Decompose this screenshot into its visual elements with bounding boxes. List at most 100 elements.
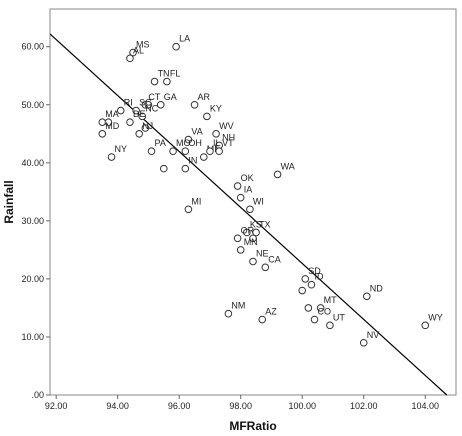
point-label: VT [222, 138, 234, 148]
data-point [181, 147, 190, 156]
data-point [98, 129, 107, 138]
data-point [233, 234, 242, 243]
point-label: LA [179, 34, 190, 44]
data-point [163, 77, 171, 86]
data-point [212, 129, 220, 138]
data-point [184, 205, 193, 214]
data-point [363, 292, 371, 301]
data-point [156, 100, 165, 109]
point-label: AL [133, 45, 144, 55]
y-tick-label: 30.00 [21, 216, 44, 226]
data-point [249, 234, 257, 243]
point-label: KY [210, 103, 222, 113]
point-label: ID [314, 272, 324, 282]
data-point [147, 147, 156, 156]
data-point [184, 135, 193, 144]
point-label: WI [253, 196, 264, 206]
point-label: NC [145, 103, 158, 113]
x-tick-label: 100.00 [288, 401, 316, 411]
data-point [138, 112, 147, 121]
point-label: TX [259, 219, 271, 229]
y-tick-label: 20.00 [21, 274, 44, 284]
data-point [307, 280, 316, 289]
regression-line [49, 33, 448, 396]
x-tick-label: 102.00 [350, 401, 378, 411]
data-point [252, 228, 260, 237]
data-point [150, 77, 159, 86]
data-point [236, 193, 245, 202]
data-point [190, 100, 199, 109]
y-axis-title: Rainfall [2, 180, 16, 223]
point-label: MN [244, 237, 258, 247]
data-point [132, 106, 140, 115]
data-point [203, 112, 211, 121]
point-label: NM [231, 301, 245, 311]
point-label: NV [367, 330, 380, 340]
fit-line-layer [49, 33, 448, 396]
point-label: PA [155, 138, 166, 148]
data-point [233, 182, 242, 190]
point-label: MD [105, 121, 119, 131]
data-point [141, 124, 150, 132]
point-label: MT [324, 295, 337, 305]
point-label: CT [148, 92, 160, 102]
point-label: UT [333, 312, 345, 322]
point-label: CO [318, 307, 332, 317]
y-tick-label: 50.00 [21, 100, 44, 110]
point-label: NH [222, 132, 235, 142]
point-label: WV [219, 121, 234, 131]
point-label: GA [164, 92, 177, 102]
data-point [129, 48, 137, 57]
point-label: MI [191, 196, 201, 206]
point-label: WA [281, 161, 295, 171]
data-point [273, 170, 282, 179]
data-point [236, 246, 245, 254]
point-label: FL [170, 69, 181, 79]
point-label: MA [105, 109, 119, 119]
data-point [126, 118, 134, 126]
data-point [359, 338, 368, 347]
data-point [206, 147, 214, 156]
point-label: SC [139, 98, 152, 108]
data-point [135, 129, 143, 138]
point-label: AR [198, 92, 211, 102]
data-point [243, 228, 251, 237]
point-label: TN [158, 69, 170, 79]
data-point [304, 304, 313, 312]
data-point [104, 118, 113, 126]
y-tick-label: 10.00 [21, 332, 44, 342]
point-label: NY [115, 144, 128, 154]
point-label: ME [207, 144, 221, 154]
y-tick-label: 40.00 [21, 158, 44, 168]
point-label: CA [268, 254, 281, 264]
plot-frame [49, 8, 457, 396]
data-point [298, 286, 307, 295]
point-label: IN [188, 156, 197, 166]
data-point [301, 275, 310, 283]
data-point [181, 164, 190, 173]
data-point [199, 153, 208, 161]
data-point [326, 321, 334, 330]
point-label: VA [191, 127, 202, 137]
point-label: MO [176, 138, 191, 148]
point-label: OR [241, 225, 255, 235]
data-point [310, 315, 319, 324]
y-tick-label: .00 [31, 390, 44, 400]
data-point [224, 309, 233, 318]
data-point [144, 100, 153, 109]
point-label: IL [213, 138, 221, 148]
data-point [249, 257, 257, 266]
y-tick-label: 60.00 [21, 42, 44, 52]
point-label: NJ [142, 121, 153, 131]
point-label: OK [241, 173, 254, 183]
x-tick-label: 96.00 [168, 401, 191, 411]
point-label: SD [308, 266, 321, 276]
data-point [126, 54, 134, 63]
point-label: IA [244, 185, 253, 195]
data-point [160, 164, 168, 173]
point-label: MS [136, 40, 150, 50]
x-tick-label: 92.00 [45, 401, 68, 411]
x-axis-title: MFRatio [229, 419, 276, 433]
